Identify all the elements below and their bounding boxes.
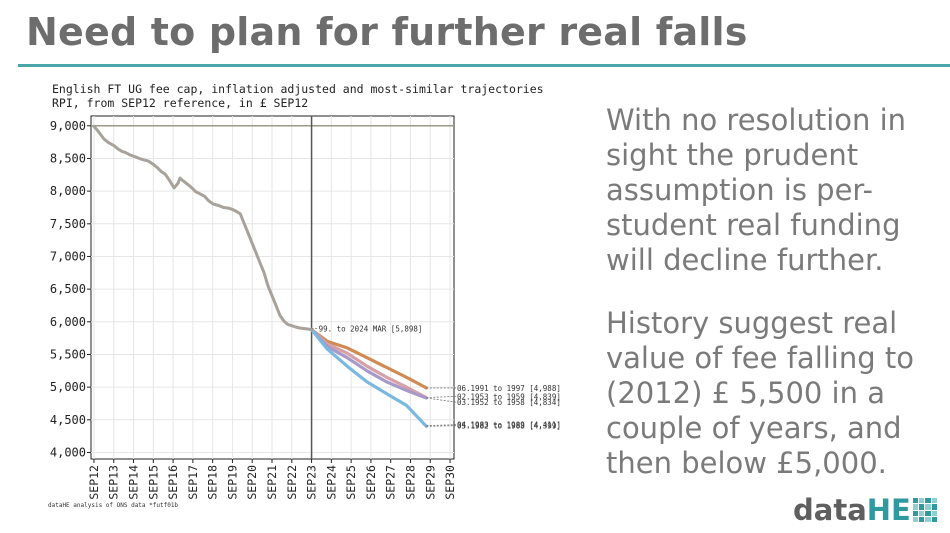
series-line-purple [310,328,428,400]
fee-cap-chart: English FT UG fee cap, inflation adjuste… [48,82,561,509]
y-tick-label: 6,000 [50,315,86,329]
x-tick-label: SEP13 [107,465,121,500]
x-tick-label: SEP21 [265,465,279,500]
x-tick-label: SEP28 [403,465,417,500]
y-tick-label: 8,500 [50,151,86,165]
series-line-orange [310,328,428,390]
x-tick-label: SEP18 [206,465,220,500]
x-tick-label: SEP27 [384,465,398,500]
x-tick-label: SEP30 [443,465,457,500]
y-tick-label: 7,500 [50,217,86,231]
commentary-paragraph-1: With no resolution in sight the prudent … [606,103,907,277]
chart-panel: English FT UG fee cap, inflation adjuste… [0,70,600,520]
annotation-leader [426,395,457,399]
x-tick-label: SEP22 [285,465,299,500]
y-tick-label: 5,500 [50,347,86,361]
x-axis: SEP12 SEP13 SEP14 SEP15 SEP16 SEP17 SEP18 SEP19… [87,459,457,500]
x-tick-label: SEP14 [127,465,141,500]
annotations: 99. to 2024 MAR [5,898] 06.1991 to 1997 [… [311,324,561,431]
x-tick-label: SEP17 [186,465,200,500]
x-tick-label: SEP23 [305,465,319,500]
x-tick-label: SEP29 [423,465,437,500]
source-note: dataHE analysis of ONS data *futf01b [48,502,178,509]
x-tick-label: SEP16 [166,465,180,500]
annotation-leader [426,424,457,427]
x-tick-label: SEP25 [344,465,358,500]
x-tick-label: SEP12 [87,465,101,500]
series-line-pink [310,328,428,400]
annotation-label: 99. to 2024 MAR [5,898] [319,324,423,333]
commentary-paragraph-2: History suggest real value of fee fallin… [606,306,914,480]
series-line-fee-cap [92,125,314,332]
annotation-leader [426,397,457,403]
logo-grid-icon [912,498,937,522]
grid [91,116,454,459]
annotation-label: 06.1991 to 1997 [4,988] [457,384,561,393]
series-group [92,125,428,428]
y-tick-label: 8,000 [50,184,86,198]
annotation-label: 04.1983 to 1989 [4,411] [457,421,561,430]
datahe-logo: dataHE [793,493,937,527]
logo-text-he: HE [866,493,911,527]
chart-title-line-2: RPI, from SEP12 reference, in £ SEP12 [52,96,308,110]
title-divider [18,64,950,67]
y-axis: 9,000 8,500 8,000 7,500 7,000 6,500 6,000 5,500… [50,119,91,459]
y-tick-label: 9,000 [50,119,86,133]
y-tick-label: 4,500 [50,413,86,427]
annotation-leader [426,425,457,427]
annotation-label: 03.1952 to 1958 [4,834] [457,398,561,407]
series-line-blue [310,328,428,428]
chart-title-line-1: English FT UG fee cap, inflation adjuste… [52,82,544,96]
logo-text-data: data [793,493,867,527]
y-tick-label: 6,500 [50,282,86,296]
x-tick-label: SEP26 [364,465,378,500]
x-tick-label: SEP15 [146,465,160,500]
annotation-label: 05.1982 to 1988 [4,399] [457,422,561,431]
x-tick-label: SEP19 [225,465,239,500]
y-tick-label: 4,000 [50,445,86,459]
x-tick-label: SEP24 [324,465,338,500]
y-tick-label: 7,000 [50,249,86,263]
x-tick-label: SEP20 [245,465,259,500]
annotation-label: 02.1953 to 1959 [4,839] [457,392,561,401]
y-tick-label: 5,000 [50,380,86,394]
slide-title: Need to plan for further real falls [26,10,748,54]
